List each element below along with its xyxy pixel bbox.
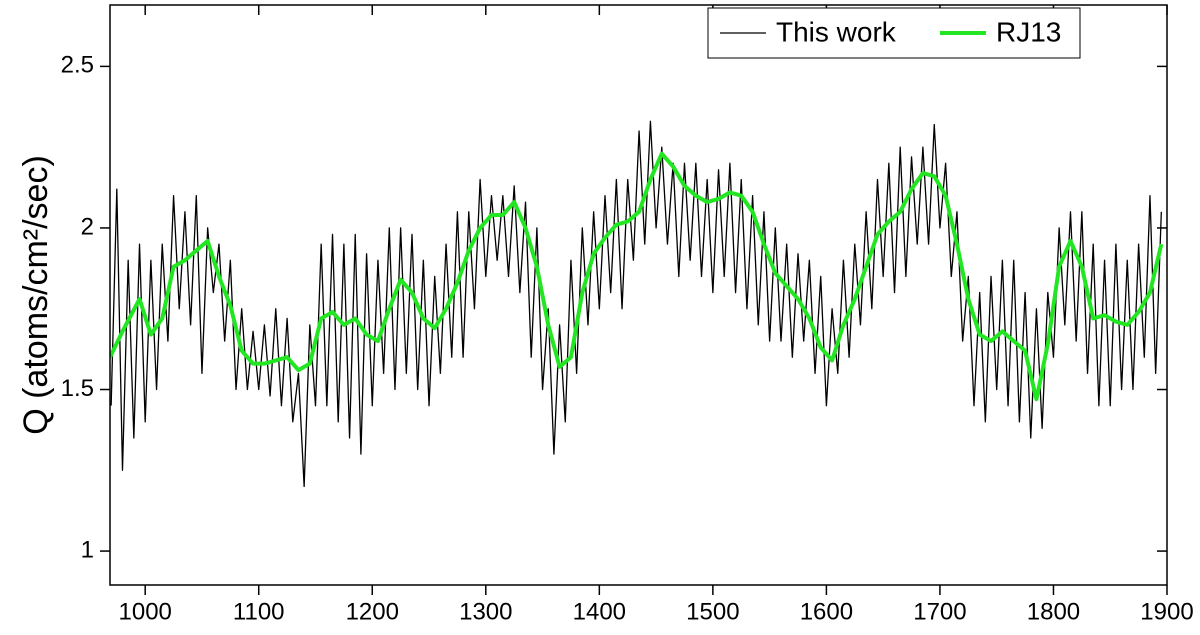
legend-label: This work (776, 16, 897, 47)
x-tick-label: 1200 (346, 598, 399, 625)
x-tick-label: 1600 (800, 598, 853, 625)
x-tick-label: 1500 (686, 598, 739, 625)
x-tick-label: 1900 (1140, 598, 1193, 625)
x-tick-label: 1100 (233, 598, 285, 625)
y-tick-label: 1.5 (61, 375, 94, 402)
x-tick-label: 1800 (1027, 598, 1080, 625)
x-tick-label: 1400 (573, 598, 626, 625)
series-line (110, 151, 1164, 402)
series-line (110, 120, 1162, 488)
y-tick-label: 1 (81, 536, 94, 563)
y-tick-label: 2 (81, 213, 94, 240)
x-tick-label: 1300 (459, 598, 512, 625)
x-tick-label: 1000 (119, 598, 172, 625)
x-tick-label: 1700 (913, 598, 966, 625)
legend-label: RJ13 (996, 16, 1061, 47)
y-tick-label: 2.5 (61, 52, 94, 79)
legend-box (707, 7, 1081, 59)
plot-frame (109, 4, 1168, 586)
y-axis-label: Q (atoms/cm²/sec) (17, 155, 55, 435)
